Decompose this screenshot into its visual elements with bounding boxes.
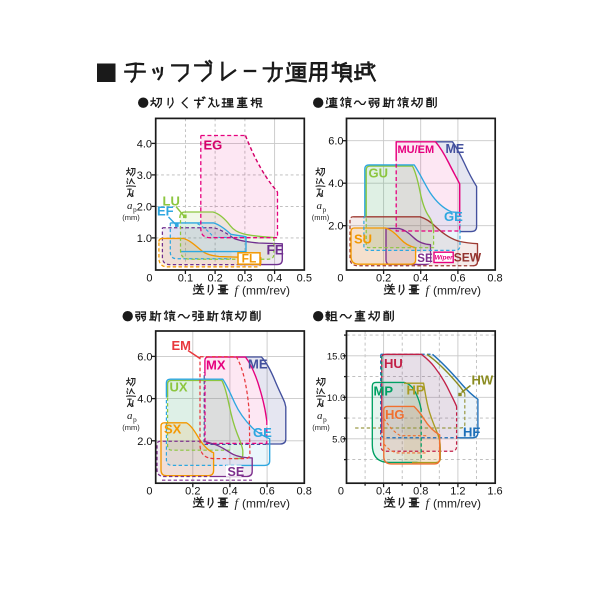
svg-text:HG: HG: [385, 407, 405, 422]
svg-text:2.0: 2.0: [137, 201, 152, 213]
svg-text:EM: EM: [172, 338, 192, 353]
svg-text:0: 0: [337, 273, 343, 285]
svg-text:2.0: 2.0: [137, 436, 152, 448]
svg-text:p: p: [133, 415, 137, 424]
svg-text:(mm/rev): (mm/rev): [242, 284, 290, 298]
svg-text:0.1: 0.1: [178, 273, 193, 285]
svg-text:1.6: 1.6: [487, 486, 502, 498]
svg-text:0.2: 0.2: [207, 273, 222, 285]
svg-text:6.0: 6.0: [137, 351, 152, 363]
svg-text:ME: ME: [446, 142, 465, 156]
svg-text:LU: LU: [163, 194, 180, 209]
svg-text:0.4: 0.4: [222, 486, 237, 498]
svg-text:0: 0: [146, 273, 152, 285]
svg-text:p: p: [133, 205, 137, 214]
svg-text:EF: EF: [157, 204, 174, 219]
svg-text:0.4: 0.4: [413, 273, 428, 285]
svg-text:5.0: 5.0: [332, 434, 345, 445]
svg-text:a: a: [127, 410, 133, 422]
svg-text:(mm/rev): (mm/rev): [242, 497, 290, 511]
svg-text:(mm): (mm): [312, 423, 330, 432]
svg-text:a: a: [317, 410, 323, 422]
svg-text:Wiper: Wiper: [435, 255, 453, 262]
svg-text:a: a: [317, 200, 323, 212]
svg-text:0.2: 0.2: [376, 273, 391, 285]
svg-text:0.8: 0.8: [487, 273, 502, 285]
svg-text:0.2: 0.2: [185, 486, 200, 498]
svg-text:HU: HU: [384, 356, 403, 371]
svg-text:f: f: [235, 497, 240, 511]
svg-text:0.8: 0.8: [413, 486, 428, 498]
svg-text:HW: HW: [472, 373, 494, 388]
svg-text:GU: GU: [369, 166, 389, 181]
svg-text:(mm/rev): (mm/rev): [433, 284, 481, 298]
svg-text:0.3: 0.3: [237, 273, 252, 285]
svg-text:4.0: 4.0: [137, 394, 152, 406]
svg-text:a: a: [127, 200, 133, 212]
svg-text:f: f: [426, 284, 431, 298]
svg-text:0: 0: [338, 486, 344, 498]
svg-text:f: f: [235, 284, 240, 298]
svg-text:SE: SE: [228, 465, 245, 479]
svg-text:GE: GE: [253, 425, 272, 440]
svg-text:FE: FE: [267, 243, 284, 258]
svg-text:4.0: 4.0: [137, 138, 152, 150]
svg-text:0.5: 0.5: [297, 273, 312, 285]
svg-text:FL: FL: [242, 251, 257, 265]
svg-text:0.4: 0.4: [376, 486, 391, 498]
svg-text:0.4: 0.4: [267, 273, 282, 285]
svg-text:f: f: [426, 497, 431, 511]
svg-text:SU: SU: [354, 232, 372, 247]
svg-text:0: 0: [146, 486, 152, 498]
svg-text:GE: GE: [444, 209, 463, 224]
svg-text:SE: SE: [417, 253, 433, 265]
svg-text:10.0: 10.0: [327, 393, 346, 404]
svg-text:MP: MP: [374, 383, 394, 398]
svg-text:1.0: 1.0: [137, 233, 152, 245]
svg-text:(mm): (mm): [122, 213, 140, 222]
svg-text:MU/EM: MU/EM: [398, 144, 435, 156]
svg-text:HP: HP: [407, 383, 425, 398]
svg-text:SX: SX: [164, 422, 182, 437]
svg-text:SEW: SEW: [454, 251, 482, 265]
svg-text:0.6: 0.6: [259, 486, 274, 498]
svg-text:0.8: 0.8: [297, 486, 312, 498]
svg-text:p: p: [323, 205, 327, 214]
svg-text:3.0: 3.0: [137, 170, 152, 182]
svg-text:0.6: 0.6: [450, 273, 465, 285]
svg-text:4.0: 4.0: [328, 178, 343, 190]
svg-text:2.0: 2.0: [328, 221, 343, 233]
svg-text:(mm/rev): (mm/rev): [433, 497, 481, 511]
svg-text:ME: ME: [248, 357, 268, 372]
svg-text:MX: MX: [206, 358, 226, 373]
svg-text:(mm): (mm): [122, 423, 140, 432]
svg-text:p: p: [323, 415, 327, 424]
svg-text:15.0: 15.0: [327, 351, 346, 362]
svg-text:UX: UX: [170, 380, 188, 395]
svg-text:(mm): (mm): [312, 213, 330, 222]
svg-text:EG: EG: [204, 138, 223, 153]
svg-text:1.2: 1.2: [450, 486, 465, 498]
svg-text:HF: HF: [463, 424, 480, 439]
svg-text:6.0: 6.0: [328, 136, 343, 148]
